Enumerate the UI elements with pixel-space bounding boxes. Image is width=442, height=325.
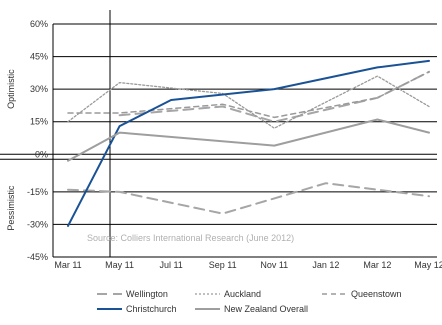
y-axis-tick-labels: 60% 45% 30% 15% 0% -15% -30% -45% — [27, 19, 48, 262]
plot-frame — [0, 10, 111, 257]
x-tick-label: May 12 — [414, 260, 442, 270]
x-tick-label: Mar 11 — [54, 260, 81, 270]
y-tick-label: 15% — [30, 117, 48, 127]
source-note: Source: Colliers International Research … — [87, 233, 294, 243]
legend-label-wellington: Wellington — [126, 289, 168, 299]
series-line-christchurch — [67, 59, 430, 227]
side-labels: Optimistic Pessimistic — [6, 69, 16, 231]
x-tick-label: Jul 11 — [159, 260, 182, 270]
legend-label-auckland: Auckland — [224, 289, 261, 299]
y-tick-label: 45% — [30, 52, 48, 62]
x-tick-label: Jan 12 — [312, 260, 339, 270]
x-tick-label: May 11 — [105, 260, 134, 270]
y-tick-label: -15% — [27, 187, 48, 197]
series-line-new-zealand-overall — [67, 118, 430, 162]
x-axis-tick-labels: Mar 11 May 11 Jul 11 Sep 11 Nov 11 Jan 12 Mar … — [54, 260, 442, 270]
grid — [53, 23, 437, 258]
y-tick-label: 30% — [30, 84, 48, 94]
side-label-optimistic: Optimistic — [6, 69, 16, 109]
y-tick-label: -45% — [27, 252, 48, 262]
y-tick-label: 60% — [30, 19, 48, 29]
side-label-pessimistic: Pessimistic — [6, 185, 16, 231]
x-tick-label: Mar 12 — [363, 260, 391, 270]
series-line-wellington-pessimistic — [67, 182, 430, 215]
legend: Wellington Auckland Queenstown Christchurch… — [97, 289, 402, 314]
x-tick-label: Sep 11 — [209, 260, 237, 270]
y-tick-label: 0% — [35, 149, 48, 159]
x-tick-label: Nov 11 — [260, 260, 288, 270]
series-line-queenstown — [67, 71, 430, 119]
series-lines — [67, 59, 430, 227]
legend-label-christchurch: Christchurch — [126, 304, 177, 314]
legend-label-queenstown: Queenstown — [351, 289, 402, 299]
y-tick-label: -30% — [27, 219, 48, 229]
legend-label-new-zealand-overall: New Zealand Overall — [224, 304, 308, 314]
